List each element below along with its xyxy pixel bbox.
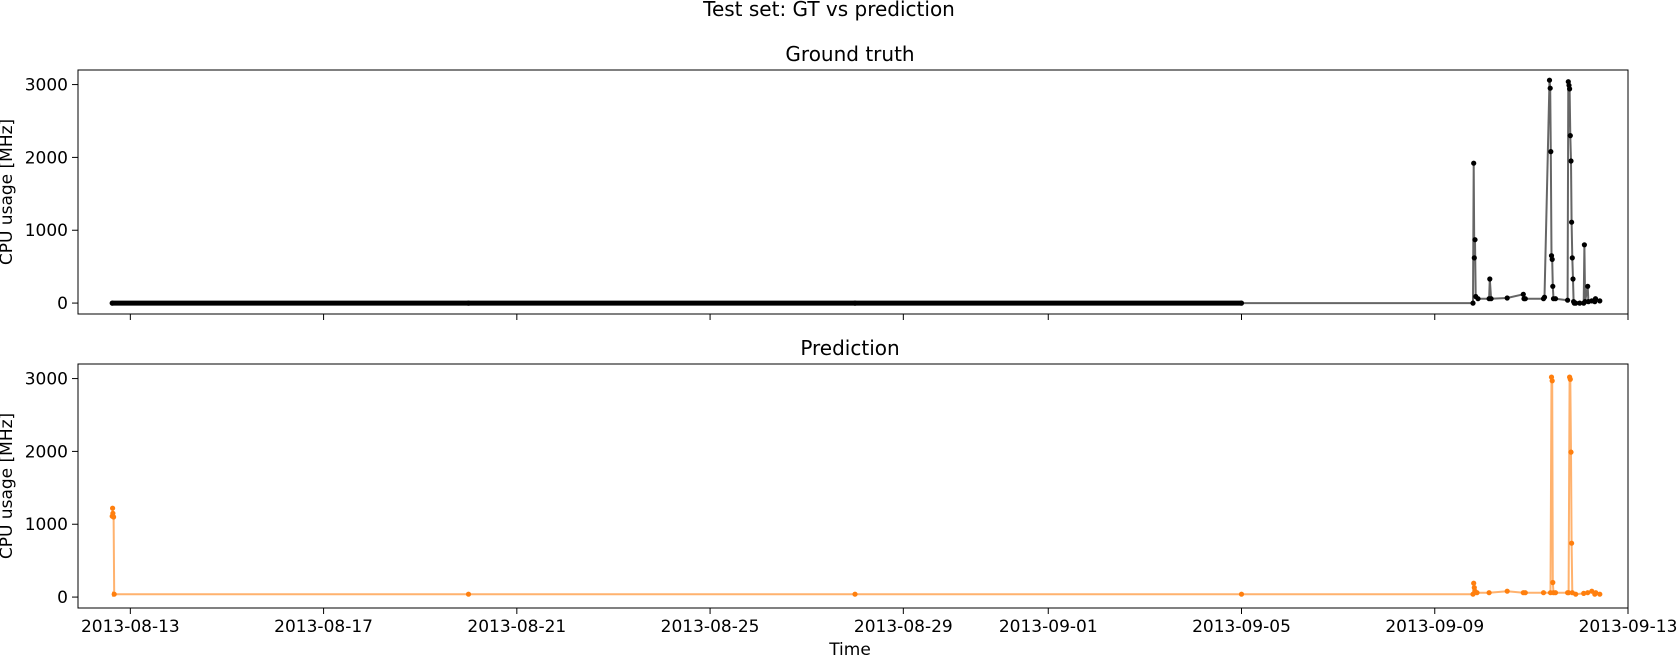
data-point xyxy=(1470,300,1476,306)
x-tick-label: 2013-09-05 xyxy=(1192,617,1291,637)
x-tick-label: 2013-08-13 xyxy=(81,617,180,637)
y-tick-label: 2000 xyxy=(25,442,68,462)
data-point xyxy=(1567,376,1573,382)
data-point xyxy=(1565,297,1571,303)
data-point xyxy=(1597,298,1603,304)
series-line xyxy=(112,80,1601,305)
data-point xyxy=(1569,219,1575,225)
data-point xyxy=(1474,590,1480,596)
data-point xyxy=(852,591,858,597)
prediction-panel: Prediction CPU usage [MHz] 0 1000 2000 3000… xyxy=(0,336,1677,637)
data-point xyxy=(465,591,472,597)
data-point xyxy=(1488,296,1494,302)
data-point xyxy=(1593,590,1599,596)
data-point xyxy=(1520,291,1526,297)
data-point xyxy=(1471,160,1477,166)
data-point xyxy=(111,591,117,597)
data-point xyxy=(1471,255,1477,261)
ground-truth-plot-area xyxy=(77,69,1629,315)
x-axis-label: Time xyxy=(828,640,871,660)
y-tick-label: 2000 xyxy=(25,148,68,168)
data-point xyxy=(1472,237,1478,243)
data-point xyxy=(1549,256,1555,262)
series-line xyxy=(111,376,1601,596)
data-point xyxy=(1568,158,1574,164)
data-point xyxy=(1541,294,1548,300)
data-point xyxy=(1585,590,1591,596)
data-point xyxy=(1546,77,1553,83)
data-point xyxy=(1504,588,1510,594)
data-point xyxy=(1570,276,1576,282)
figure-suptitle: Test set: GT vs prediction xyxy=(702,0,955,21)
data-point xyxy=(1548,149,1554,155)
y-tick-label: 1000 xyxy=(25,515,68,535)
data-point xyxy=(1475,296,1481,302)
data-point xyxy=(1592,296,1599,302)
data-point xyxy=(1566,590,1572,596)
ground-truth-series xyxy=(109,77,1603,306)
y-tick-label: 3000 xyxy=(25,76,68,96)
data-point xyxy=(111,514,117,520)
data-point xyxy=(1567,133,1573,139)
ground-truth-title: Ground truth xyxy=(785,42,914,66)
y-tick-label: 3000 xyxy=(25,370,68,390)
data-point xyxy=(1547,85,1553,91)
x-tick-label: 2013-08-29 xyxy=(854,617,953,637)
data-point xyxy=(1238,300,1245,306)
data-point xyxy=(1573,591,1579,597)
data-point xyxy=(1552,590,1559,596)
data-point xyxy=(1550,283,1556,289)
x-tick-label: 2013-09-09 xyxy=(1385,617,1484,637)
data-point xyxy=(1522,296,1528,302)
data-point xyxy=(110,505,116,511)
prediction-y-ticks: 0 1000 2000 3000 xyxy=(25,370,78,608)
ground-truth-x-ticks xyxy=(129,314,1629,320)
data-point xyxy=(1540,590,1547,596)
data-point xyxy=(1486,590,1492,596)
x-tick-label: 2013-08-21 xyxy=(467,617,566,637)
data-point xyxy=(1581,242,1587,248)
x-tick-label: 2013-08-25 xyxy=(661,617,760,637)
data-point xyxy=(1568,449,1574,455)
prediction-series xyxy=(109,374,1603,597)
y-tick-label: 0 xyxy=(57,588,68,608)
data-point xyxy=(852,300,858,306)
data-point xyxy=(1597,591,1603,597)
data-point xyxy=(1569,540,1575,546)
data-point xyxy=(1581,590,1587,597)
prediction-title: Prediction xyxy=(800,336,899,360)
ground-truth-panel: Ground truth CPU usage [MHz] 0 1000 2000 30… xyxy=(0,42,1629,320)
data-point xyxy=(465,300,472,306)
ground-truth-ylabel: CPU usage [MHz] xyxy=(0,119,17,265)
prediction-ylabel: CPU usage [MHz] xyxy=(0,413,17,559)
data-point xyxy=(1552,296,1559,302)
data-point xyxy=(1573,300,1579,306)
x-tick-label: 2013-08-17 xyxy=(274,617,373,637)
y-tick-label: 1000 xyxy=(25,221,68,241)
data-point xyxy=(1549,378,1555,384)
data-point xyxy=(1522,590,1528,596)
data-point xyxy=(1238,591,1245,597)
prediction-x-ticks: 2013-08-13 2013-08-17 2013-08-21 2013-08-25… xyxy=(81,608,1677,637)
data-point xyxy=(1504,295,1510,301)
data-point xyxy=(1569,255,1575,261)
data-point xyxy=(1471,580,1477,586)
data-point xyxy=(1550,579,1556,586)
data-point xyxy=(1487,276,1493,282)
data-point xyxy=(1577,300,1583,306)
data-point xyxy=(109,300,115,306)
x-tick-label: 2013-09-13 xyxy=(1579,617,1677,637)
x-tick-label: 2013-09-01 xyxy=(999,617,1098,637)
data-point xyxy=(1567,86,1573,92)
prediction-plot-area xyxy=(77,363,1629,609)
y-tick-label: 0 xyxy=(57,294,68,314)
ground-truth-y-ticks: 0 1000 2000 3000 xyxy=(25,76,78,314)
data-point xyxy=(1585,283,1591,289)
